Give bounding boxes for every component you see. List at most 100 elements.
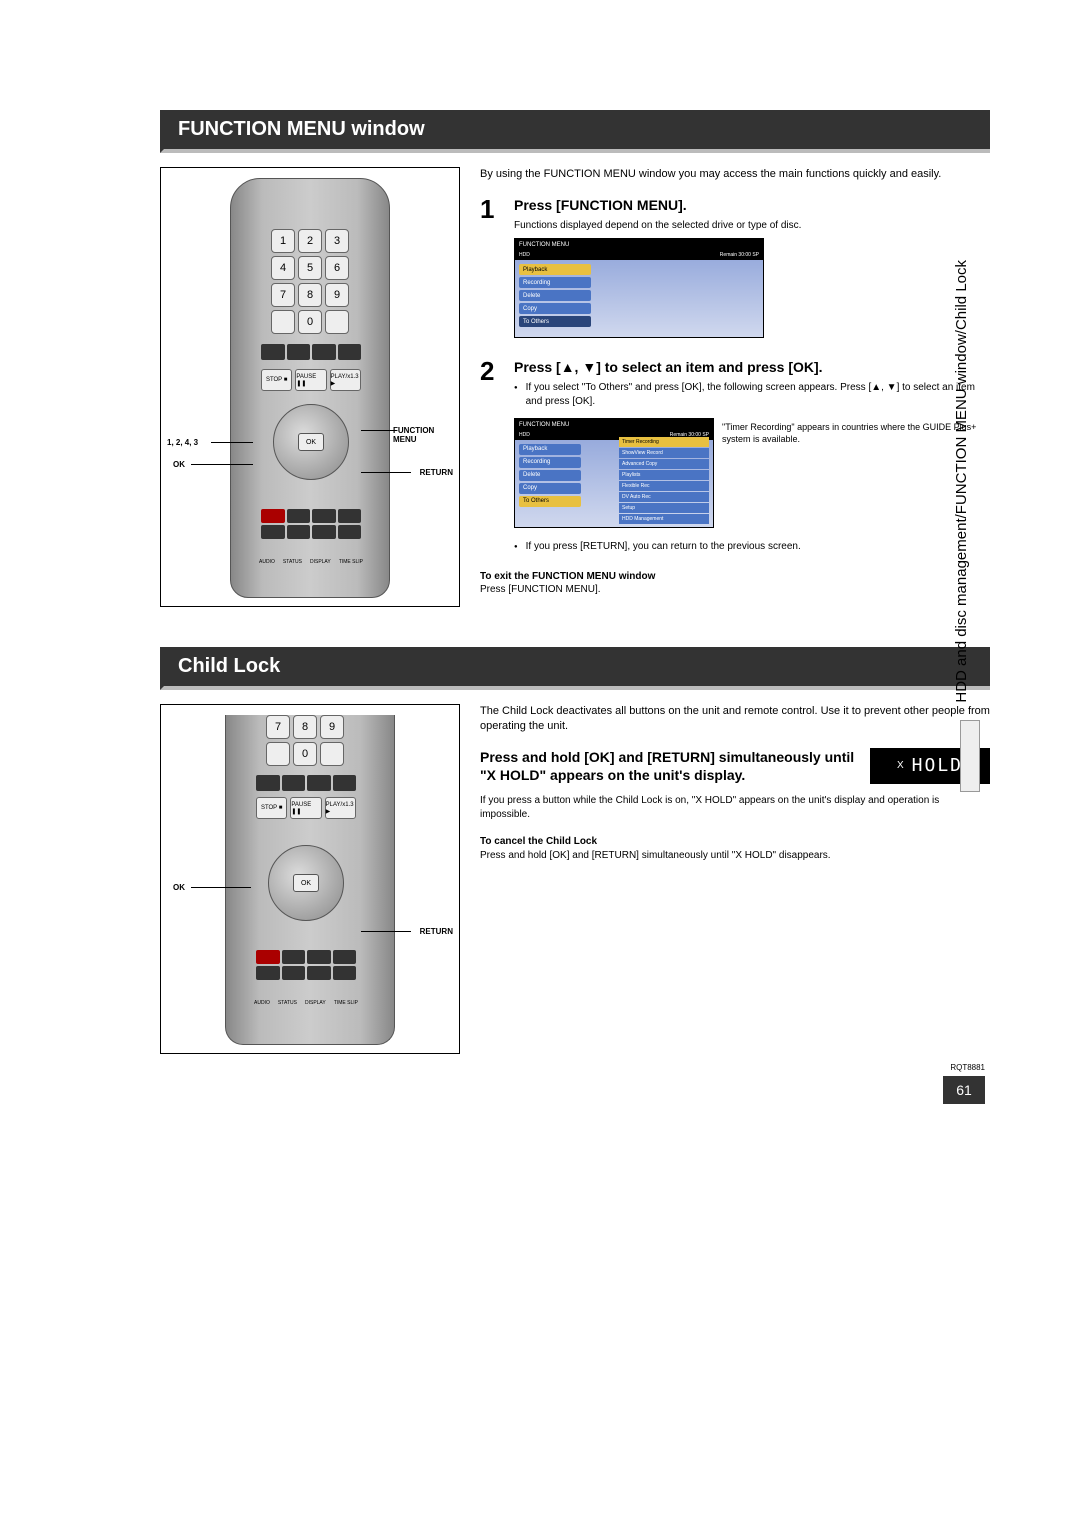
leader-ok xyxy=(191,464,253,465)
ff-icon-2 xyxy=(307,775,331,791)
bottom-grid xyxy=(261,509,361,539)
lbl-display-2: DISPLAY xyxy=(305,1000,326,1006)
leader-ok-2 xyxy=(191,887,251,888)
section-child-lock: Child Lock 7 8 9 0 xyxy=(160,647,990,1054)
bb8 xyxy=(338,525,362,539)
key-7: 7 xyxy=(271,283,295,307)
label-ok-2: OK xyxy=(173,883,185,892)
ss2-r3: Advanced Copy xyxy=(619,459,709,469)
key-6: 6 xyxy=(325,256,349,280)
pkey-star xyxy=(266,742,290,766)
numpad-partial: 7 8 9 0 xyxy=(266,715,346,766)
pkey-9: 9 xyxy=(320,715,344,739)
bullet-icon-2 xyxy=(514,540,522,554)
ss2-hdd: HDD xyxy=(519,432,530,439)
exit-block: To exit the FUNCTION MENU window Press [… xyxy=(480,570,990,597)
step2-bullet2: If you press [RETURN], you can return to… xyxy=(514,540,990,554)
section1-header: FUNCTION MENU window xyxy=(160,110,990,153)
step1-title: Press [FUNCTION MENU]. xyxy=(514,196,990,215)
pkey-0: 0 xyxy=(293,742,317,766)
ss2-r2: ShowView Record xyxy=(619,448,709,458)
hold-x: X xyxy=(897,759,904,773)
label-return-2: RETURN xyxy=(420,927,453,936)
ok-button-2: OK xyxy=(293,874,319,892)
step2-side-note: "Timer Recording" appears in countries w… xyxy=(722,412,990,445)
play-btn-2: PLAY/x1.3 ▶ xyxy=(325,797,356,819)
bb3-2 xyxy=(307,950,331,964)
ss2-r6: DV Auto Rec xyxy=(619,492,709,502)
bb6 xyxy=(287,525,311,539)
ss2-l5: To Others xyxy=(519,496,581,507)
ff-icon xyxy=(312,344,336,360)
exit-head: To exit the FUNCTION MENU window xyxy=(480,571,655,582)
play-btn: PLAY/x1.3 ▶ xyxy=(330,369,361,391)
leader-nums xyxy=(211,442,253,443)
ss2-r1: Timer Recording xyxy=(619,437,709,447)
lbl-status-2: STATUS xyxy=(278,1000,297,1006)
stop-btn: STOP ■ xyxy=(261,369,292,391)
hold-text: HOLD xyxy=(912,754,963,778)
step-1: 1 Press [FUNCTION MENU]. Functions displ… xyxy=(480,196,990,344)
label-return: RETURN xyxy=(420,468,453,477)
exit-body: Press [FUNCTION MENU]. xyxy=(480,584,601,595)
key-3: 3 xyxy=(325,229,349,253)
leader-ret-2 xyxy=(361,931,411,932)
ss1-title: FUNCTION MENU xyxy=(519,241,569,249)
numpad: 1 2 3 4 5 6 7 8 9 0 xyxy=(271,229,351,334)
ss1-item1: Playback xyxy=(519,264,591,275)
ss2-l1: Playback xyxy=(519,444,581,455)
doc-id: RQT8881 xyxy=(950,1063,985,1072)
sps-row-2: STOP ■ PAUSE ❚❚ PLAY/x1.3 ▶ xyxy=(256,797,356,819)
section2-header: Child Lock xyxy=(160,647,990,690)
lbl-timeslip-2: TIME SLIP xyxy=(334,1000,358,1006)
pause-btn-2: PAUSE ❚❚ xyxy=(290,797,321,819)
nav-dial: OK xyxy=(273,404,349,480)
skip-fwd-icon-2 xyxy=(333,775,357,791)
key-8: 8 xyxy=(298,283,322,307)
rew-icon xyxy=(287,344,311,360)
ss2-r7: Setup xyxy=(619,503,709,513)
stop-btn-2: STOP ■ xyxy=(256,797,287,819)
pause-btn: PAUSE ❚❚ xyxy=(295,369,326,391)
ss2-r5: Flexible Rec xyxy=(619,481,709,491)
ss1-item3: Delete xyxy=(519,290,591,301)
bb2-2 xyxy=(282,950,306,964)
rew-icon-2 xyxy=(282,775,306,791)
remote-partial: 7 8 9 0 xyxy=(225,715,395,1045)
key-4: 4 xyxy=(271,256,295,280)
skip-fwd-icon xyxy=(338,344,362,360)
lbl-audio-2: AUDIO xyxy=(254,1000,270,1006)
pkey-sv xyxy=(320,742,344,766)
section1-right: By using the FUNCTION MENU window you ma… xyxy=(480,167,990,607)
bb8-2 xyxy=(333,966,357,980)
label-ok: OK xyxy=(173,460,185,469)
step2-num: 2 xyxy=(480,358,504,553)
key-sv xyxy=(325,310,349,334)
section1-intro: By using the FUNCTION MENU window you ma… xyxy=(480,167,990,182)
screenshot-2: FUNCTION MENU HDD Remain 30:00 SP Playba… xyxy=(514,418,714,528)
remote-full: 1 2 3 4 5 6 7 8 9 0 xyxy=(230,178,390,598)
lbl-status: STATUS xyxy=(283,559,302,565)
key-0: 0 xyxy=(298,310,322,334)
step2-bullet1: If you select "To Others" and press [OK]… xyxy=(514,381,990,408)
ss1-remain: Remain 30:00 SP xyxy=(720,252,759,259)
ss2-l2: Recording xyxy=(519,457,581,468)
bottom-labels-2: AUDIO STATUS DISPLAY TIME SLIP xyxy=(254,1000,358,1006)
bb4-2 xyxy=(333,950,357,964)
key-1: 1 xyxy=(271,229,295,253)
rec-btn-2 xyxy=(256,950,280,964)
key-9: 9 xyxy=(325,283,349,307)
ok-button: OK xyxy=(298,433,324,451)
remote-box-2: 7 8 9 0 xyxy=(160,704,460,1054)
bb5 xyxy=(261,525,285,539)
skip-back-icon xyxy=(261,344,285,360)
ss2-r8: HDD Management xyxy=(619,514,709,524)
bottom-grid-2 xyxy=(256,950,356,980)
bb7-2 xyxy=(307,966,331,980)
section2-right: The Child Lock deactivates all buttons o… xyxy=(480,704,990,1054)
page-number: 61 xyxy=(943,1076,985,1104)
ss2-r4: Playlists xyxy=(619,470,709,480)
step-2: 2 Press [▲, ▼] to select an item and pre… xyxy=(480,358,990,553)
stop-pause-play-row: STOP ■ PAUSE ❚❚ PLAY/x1.3 ▶ xyxy=(261,369,361,391)
ss1-item2: Recording xyxy=(519,277,591,288)
